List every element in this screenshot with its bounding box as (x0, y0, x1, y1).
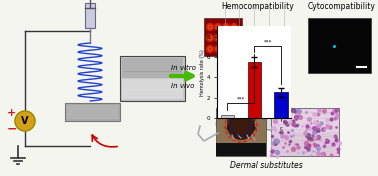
FancyBboxPatch shape (216, 108, 266, 156)
Circle shape (214, 46, 222, 52)
Text: ***: *** (237, 97, 245, 102)
Circle shape (269, 100, 279, 110)
Bar (274, 93, 288, 118)
FancyBboxPatch shape (122, 79, 183, 99)
FancyBboxPatch shape (308, 18, 371, 73)
Circle shape (206, 34, 214, 42)
Circle shape (223, 24, 229, 30)
Circle shape (15, 111, 35, 131)
Bar (221, 115, 234, 118)
Circle shape (206, 46, 214, 52)
FancyBboxPatch shape (271, 132, 339, 156)
Circle shape (257, 104, 283, 130)
FancyBboxPatch shape (204, 18, 242, 56)
Circle shape (231, 34, 237, 42)
Y-axis label: Hemolysis rate (%): Hemolysis rate (%) (200, 49, 205, 96)
Text: Hemocompatibility: Hemocompatibility (222, 2, 294, 11)
FancyBboxPatch shape (254, 120, 265, 131)
FancyBboxPatch shape (120, 56, 185, 101)
Text: Cytocompatibility: Cytocompatibility (308, 2, 376, 11)
Text: ***: *** (263, 40, 272, 45)
Circle shape (227, 112, 255, 140)
FancyBboxPatch shape (122, 58, 183, 78)
Text: Dermal substitutes: Dermal substitutes (229, 161, 302, 170)
Text: In vivo: In vivo (171, 83, 195, 89)
Circle shape (231, 46, 237, 52)
Circle shape (214, 24, 222, 30)
Text: +: + (8, 108, 17, 118)
FancyBboxPatch shape (216, 143, 266, 156)
Circle shape (231, 24, 237, 30)
Text: In vitro: In vitro (170, 65, 195, 71)
FancyBboxPatch shape (271, 108, 339, 156)
Text: −: − (7, 122, 17, 136)
Ellipse shape (216, 107, 268, 135)
Circle shape (206, 24, 214, 30)
Circle shape (223, 34, 229, 42)
FancyBboxPatch shape (65, 103, 120, 121)
Circle shape (214, 34, 222, 42)
FancyBboxPatch shape (85, 3, 95, 28)
Text: V: V (21, 116, 29, 126)
Bar (248, 62, 261, 118)
FancyBboxPatch shape (67, 105, 118, 119)
Circle shape (223, 46, 229, 52)
